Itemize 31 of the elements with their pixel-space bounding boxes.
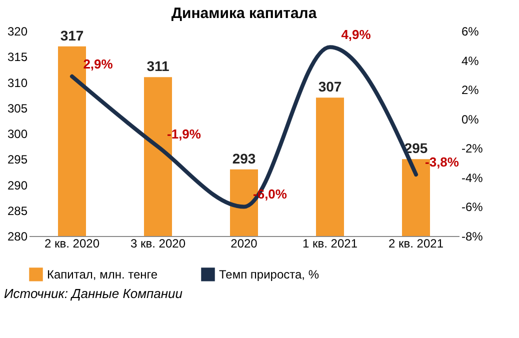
data-label: 307	[318, 78, 342, 95]
y-tick-label: 280	[7, 230, 28, 244]
chart-title: Динамика капитала	[171, 5, 318, 22]
y-tick-label: 290	[7, 178, 28, 192]
y-tick-label: 300	[7, 127, 28, 141]
y2-tick-label: 4%	[462, 54, 480, 68]
y-tick-label: 305	[7, 101, 28, 116]
data-label: 317	[60, 27, 84, 44]
x-tick-label: 3 кв. 2020	[130, 236, 186, 250]
x-tick-label: 1 кв. 2021	[302, 236, 358, 250]
y-tick-label: 310	[7, 76, 28, 90]
data-label: 4,9%	[341, 27, 372, 42]
x-tick-label: 2020	[230, 236, 258, 250]
y-tick-label: 295	[7, 152, 28, 167]
y2-tick-label: -2%	[462, 142, 484, 156]
data-label: 311	[146, 58, 170, 74]
y-tick-label: 285	[7, 204, 28, 218]
y2-tick-label: 2%	[462, 83, 480, 98]
y2-tick-label: 0%	[462, 112, 480, 126]
legend-label: Темп прироста, %	[219, 267, 320, 282]
y2-tick-label: 6%	[462, 24, 480, 38]
y-tick-label: 315	[7, 50, 28, 64]
text: Источник: Данные Компании	[4, 286, 184, 301]
y-tick-label: 320	[7, 24, 28, 38]
x-tick-label: 2 кв. 2020	[44, 236, 100, 250]
legend-label: Капитал, млн. тенге	[47, 267, 158, 282]
y2-tick-label: -4%	[462, 170, 484, 185]
data-label: 293	[232, 150, 256, 166]
y2-tick-label: -8%	[462, 230, 484, 244]
y2-tick-label: -6%	[462, 200, 484, 214]
x-tick-label: 2 кв. 2021	[388, 236, 444, 250]
